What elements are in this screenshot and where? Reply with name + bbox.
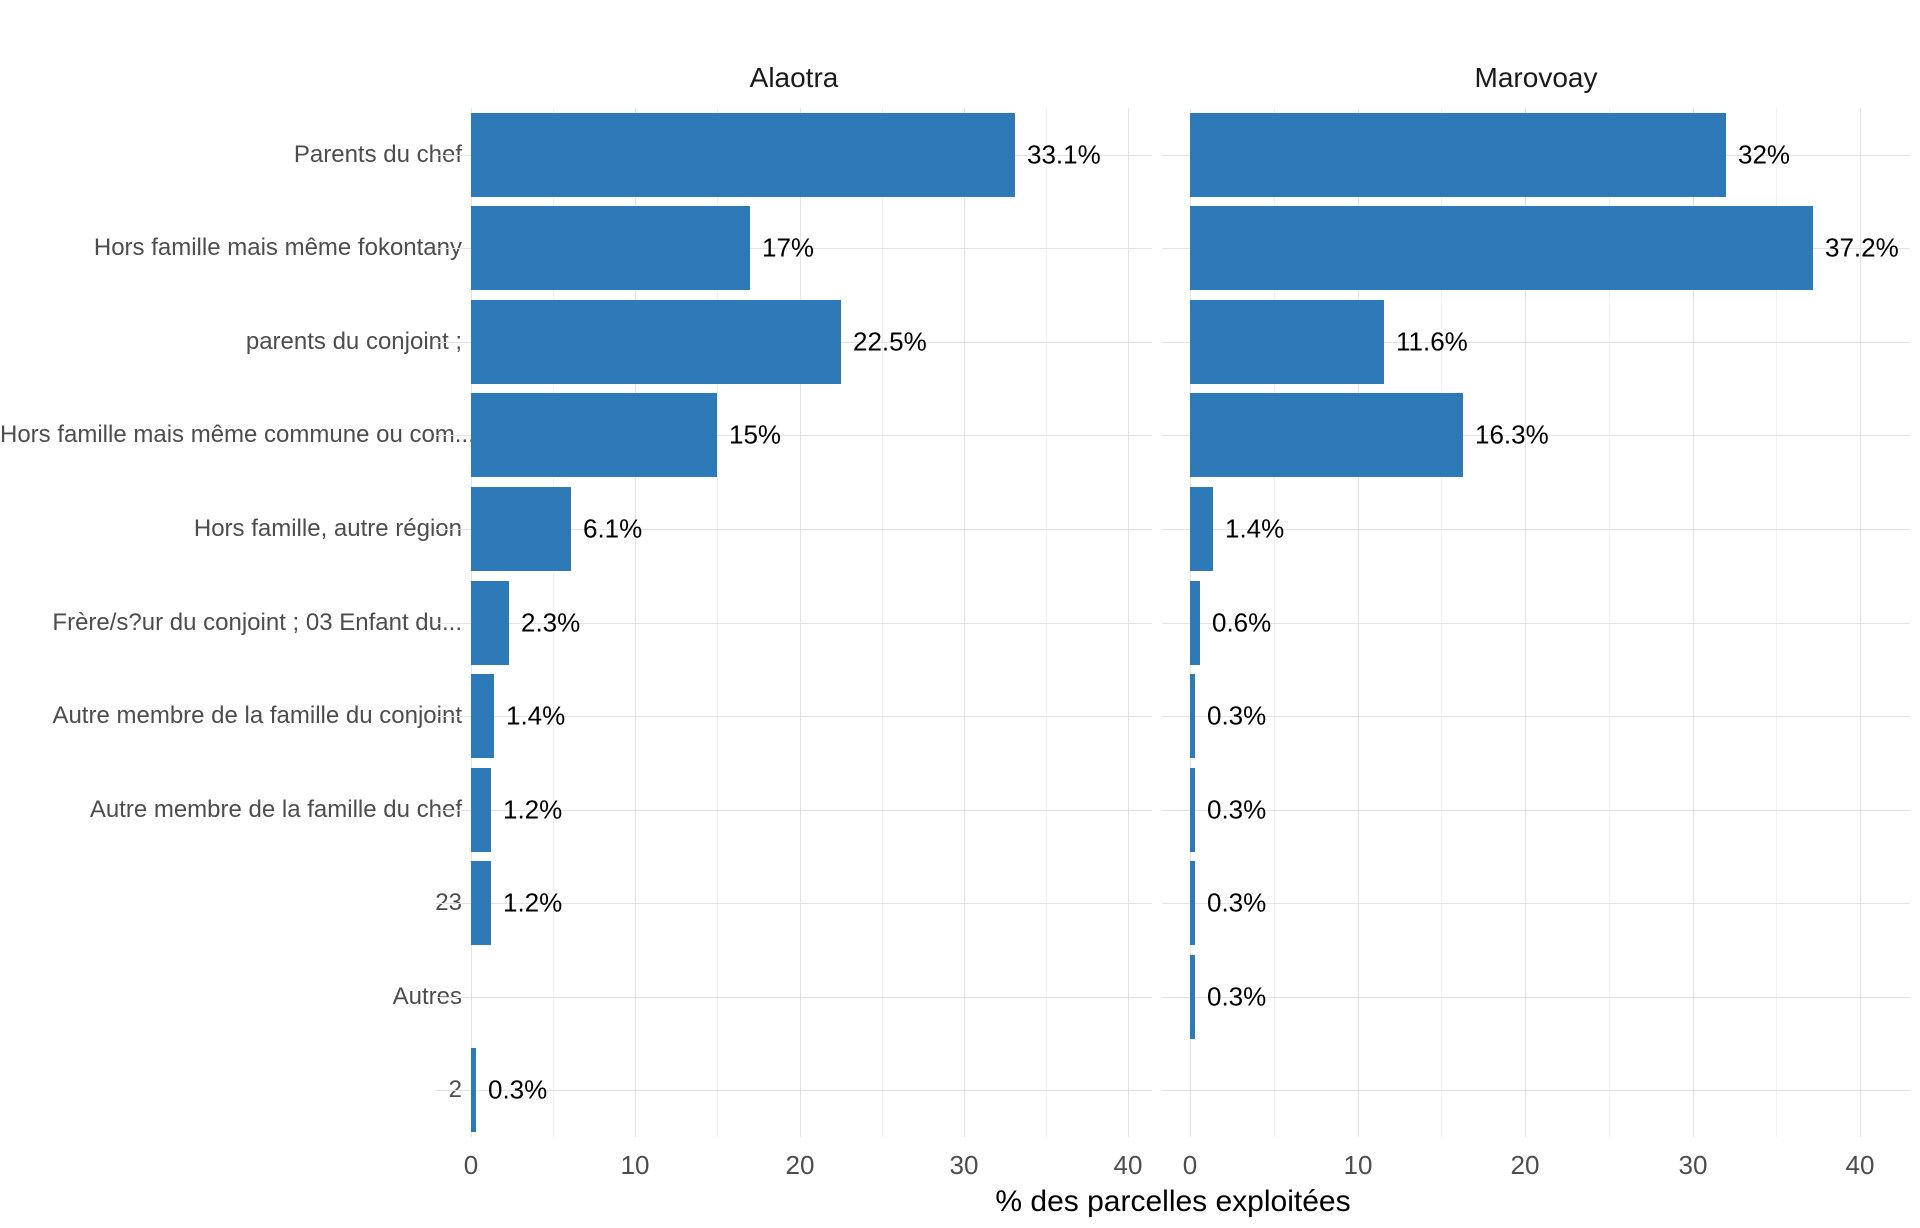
x-axis-tick-label: 0 xyxy=(463,1150,479,1180)
bar-value-label: 1.2% xyxy=(503,887,563,918)
gridline-major xyxy=(436,810,1152,811)
y-axis-label: Autres xyxy=(392,982,462,1010)
bar xyxy=(1190,113,1726,197)
bar-value-label: 1.4% xyxy=(506,700,566,731)
y-axis-label: Autre membre de la famille du conjoint xyxy=(52,702,462,730)
x-axis-tick-label: 30 xyxy=(949,1150,979,1180)
y-axis-label: 2 xyxy=(448,1076,462,1104)
x-axis-tick-label: 10 xyxy=(620,1150,650,1180)
gridline-minor xyxy=(1046,108,1047,1137)
gridline-minor xyxy=(1609,108,1610,1137)
gridline-major xyxy=(1162,529,1910,530)
bar xyxy=(1190,674,1195,758)
bar-value-label: 22.5% xyxy=(853,326,927,357)
gridline-major xyxy=(1162,903,1910,904)
gridline-major xyxy=(436,435,1152,436)
bar xyxy=(1190,487,1213,571)
gridline-major xyxy=(1128,108,1129,1137)
x-axis-tick-label: 40 xyxy=(1845,1150,1875,1180)
bar xyxy=(471,393,717,477)
bar xyxy=(471,674,494,758)
gridline-major xyxy=(1162,435,1910,436)
bar-value-label: 32% xyxy=(1738,139,1791,170)
x-axis-tick-label: 10 xyxy=(1343,1150,1373,1180)
gridline-major xyxy=(436,716,1152,717)
gridline-major xyxy=(1860,108,1861,1137)
bar-value-label: 0.3% xyxy=(1207,981,1267,1012)
gridline-major xyxy=(1162,716,1910,717)
gridline-minor xyxy=(1776,108,1777,1137)
bar-value-label: 1.4% xyxy=(1225,513,1285,544)
gridline-major xyxy=(1162,810,1910,811)
bar xyxy=(471,861,491,945)
gridline-major xyxy=(436,1090,1152,1091)
bar-value-label: 16.3% xyxy=(1475,419,1549,450)
gridline-major xyxy=(436,623,1152,624)
gridline-major xyxy=(1525,108,1526,1137)
bar-value-label: 11.6% xyxy=(1396,326,1468,357)
bar xyxy=(471,113,1015,197)
gridline-major xyxy=(1162,997,1910,998)
bar-value-label: 37.2% xyxy=(1825,232,1899,263)
bar-value-label: 0.3% xyxy=(1207,887,1267,918)
y-axis-label: Frère/s?ur du conjoint ; 03 Enfant du... xyxy=(52,608,462,636)
bar xyxy=(471,206,750,290)
y-axis-label: Hors famille mais même fokontany xyxy=(93,234,462,262)
x-axis-tick-label: 0 xyxy=(1182,1150,1198,1180)
bar xyxy=(1190,206,1813,290)
x-axis-tick-label: 40 xyxy=(1113,1150,1143,1180)
bar xyxy=(1190,581,1200,665)
gridline-major xyxy=(1162,1090,1910,1091)
y-axis-label: Hors famille, autre région xyxy=(193,514,462,542)
gridline-minor xyxy=(882,108,883,1137)
gridline-major xyxy=(1162,342,1910,343)
y-axis-label: Parents du chef xyxy=(293,140,462,168)
bar-value-label: 0.3% xyxy=(1207,700,1267,731)
gridline-major xyxy=(436,997,1152,998)
facet-title-alaotra: Alaotra xyxy=(749,62,839,93)
gridline-major xyxy=(964,108,965,1137)
bar xyxy=(1190,861,1195,945)
gridline-major xyxy=(1693,108,1694,1137)
bar xyxy=(1190,955,1195,1039)
facet-title-marovoay: Marovoay xyxy=(1474,62,1598,93)
gridline-major xyxy=(635,108,636,1137)
bar-value-label: 17% xyxy=(762,232,815,263)
bar xyxy=(471,768,491,852)
y-axis-label: Hors famille mais même commune ou com... xyxy=(0,421,475,449)
gridline-minor xyxy=(1441,108,1442,1137)
x-axis-tick-label: 30 xyxy=(1678,1150,1708,1180)
bar xyxy=(471,1048,476,1132)
gridline-major xyxy=(436,903,1152,904)
bar-value-label: 33.1% xyxy=(1027,139,1101,170)
gridline-major xyxy=(800,108,801,1137)
gridline-major xyxy=(436,529,1152,530)
gridline-minor xyxy=(717,108,718,1137)
bar xyxy=(1190,768,1195,852)
x-axis-tick-label: 20 xyxy=(785,1150,815,1180)
y-axis-label: parents du conjoint ; xyxy=(245,327,462,355)
bar xyxy=(471,581,509,665)
y-axis-label: Autre membre de la famille du chef xyxy=(89,795,462,823)
bar-value-label: 0.6% xyxy=(1212,607,1272,637)
x-axis-title: % des parcelles exploitées xyxy=(995,1185,1351,1218)
gridline-minor xyxy=(553,108,554,1137)
bar-value-label: 0.3% xyxy=(1207,794,1267,825)
gridline-major xyxy=(1162,623,1910,624)
bar-value-label: 2.3% xyxy=(521,607,581,637)
x-axis-tick-label: 20 xyxy=(1510,1150,1540,1180)
gridline-major xyxy=(436,248,1152,249)
bar xyxy=(471,487,571,571)
gridline-minor xyxy=(1274,108,1275,1137)
bar xyxy=(1190,393,1463,477)
bar xyxy=(1190,300,1384,384)
gridline-major xyxy=(1358,108,1359,1137)
bar-value-label: 1.2% xyxy=(503,794,563,825)
y-axis-label: 23 xyxy=(435,889,462,917)
bar xyxy=(471,300,841,384)
bar-value-label: 6.1% xyxy=(583,513,643,544)
bar-value-label: 15% xyxy=(729,419,782,450)
bar-value-label: 0.3% xyxy=(488,1074,548,1105)
